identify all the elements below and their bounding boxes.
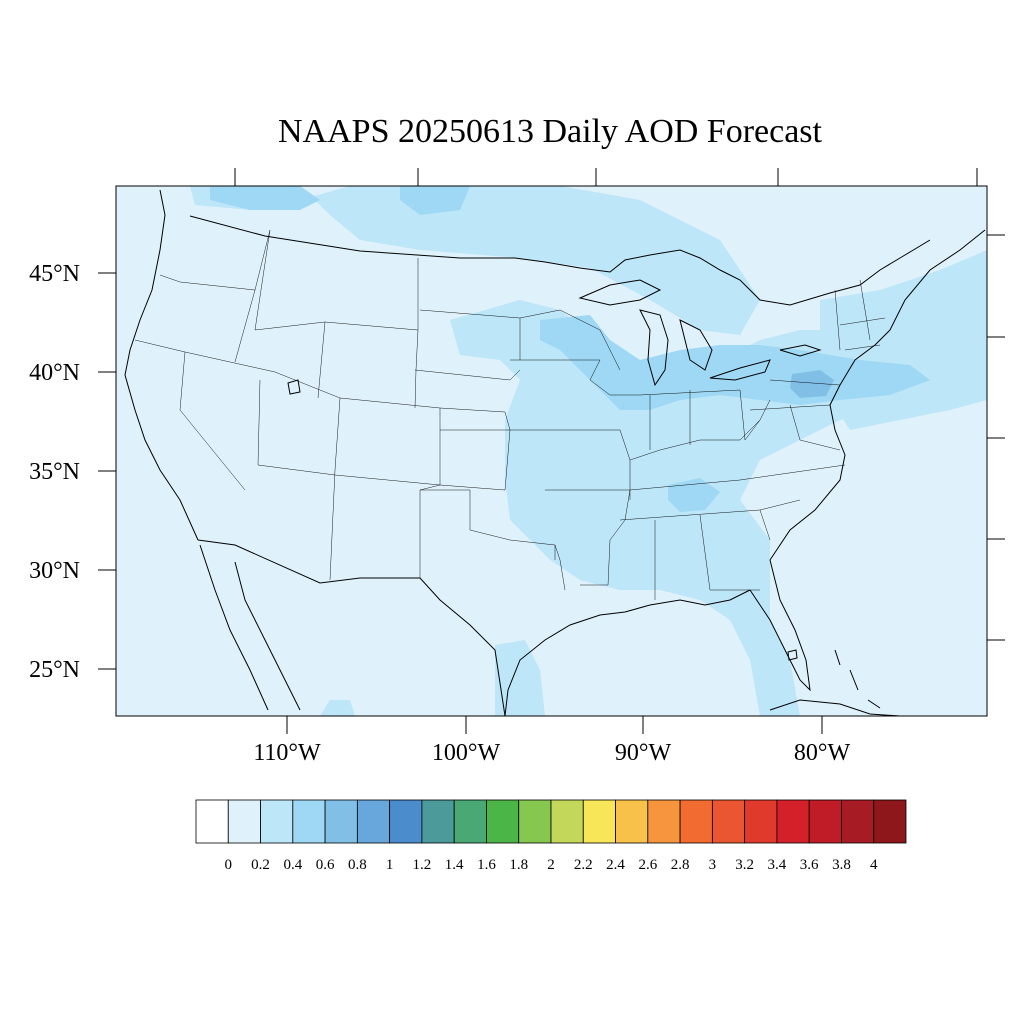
colorbar-swatch (486, 799, 520, 844)
colorbar-swatch (292, 799, 326, 844)
lake-ontario (779, 344, 822, 357)
colorbar-label: 2.6 (638, 857, 657, 873)
lat-label: 30°N (29, 558, 80, 584)
map-frame (115, 185, 988, 717)
lake-erie (709, 359, 771, 381)
colorbar-swatch (389, 799, 423, 844)
colorbar-label: 2 (547, 857, 555, 873)
colorbar-label: 2.4 (606, 857, 625, 873)
aod-field (190, 186, 987, 716)
colorbar-label: 2.8 (671, 857, 690, 873)
lat-label: 40°N (29, 360, 80, 386)
colorbar-label: 3.6 (800, 857, 819, 873)
colorbar-swatch (647, 799, 681, 844)
aod-band-lake-michigan-ohio (540, 315, 930, 410)
colorbar-swatch (808, 799, 842, 844)
colorbar-label: 4 (870, 857, 878, 873)
canada-border (189, 215, 931, 306)
colorbar-label: 1.4 (445, 857, 464, 873)
colorbar-swatch (776, 799, 810, 844)
colorbar-swatch (841, 799, 875, 844)
lake-superior (578, 279, 662, 306)
colorbar-label: 1.8 (509, 857, 528, 873)
map-panel (115, 185, 988, 717)
state-lines (134, 229, 886, 600)
colorbar-swatch (518, 799, 552, 844)
gulf-coast (504, 589, 751, 716)
cuba (769, 699, 901, 716)
colorbar-label: 3.8 (832, 857, 851, 873)
colorbar-swatch (582, 799, 616, 844)
colorbar-label: 1.2 (413, 857, 432, 873)
colorbar-swatch (550, 799, 584, 844)
colorbar-swatch (227, 799, 261, 844)
boundaries (124, 189, 986, 716)
colorbar-label: 3.2 (735, 857, 754, 873)
colorbar-swatch (615, 799, 649, 844)
aod-band-northern-plains (400, 186, 470, 215)
aod-band-pennsylvania (790, 370, 834, 398)
colorbar-swatch (711, 799, 746, 844)
colorbar-swatch (744, 799, 778, 844)
aod-band-north-canada (190, 186, 760, 335)
lat-label: 35°N (29, 459, 80, 485)
aod-band-lake-superior (610, 230, 760, 320)
west-coast (124, 189, 199, 541)
florida (749, 559, 811, 692)
tick-marks (98, 168, 1005, 734)
aod-band-tennessee (668, 478, 720, 512)
colorbar-label: 3 (709, 857, 717, 873)
lat-label: 45°N (29, 261, 80, 287)
colorbar-swatch (324, 799, 358, 844)
lake-huron (679, 319, 713, 371)
aod-band-upper-midwest (210, 186, 320, 210)
colorbar-label: 0.2 (251, 857, 270, 873)
lake-michigan (639, 309, 669, 387)
colorbar: 0 0.2 0.4 0.6 0.8 1 1.2 1.4 1.6 1.8 2 2.2 2.4 2.6 2.8 3… (195, 799, 907, 873)
colorbar-label: 0.8 (348, 857, 367, 873)
longitude-labels: 110°W 100°W 90°W 80°W (253, 740, 850, 766)
colorbar-swatch (453, 799, 487, 844)
baja-east (234, 561, 301, 711)
colorbar-swatch (195, 799, 229, 844)
lon-label: 80°W (794, 740, 851, 766)
map-title: NAAPS 20250613 Daily AOD Forecast (278, 113, 823, 150)
baja (199, 544, 269, 711)
colorbar-swatch (873, 799, 907, 844)
great-salt-lake (287, 379, 301, 395)
lon-label: 110°W (253, 740, 321, 766)
colorbar-label: 1.6 (477, 857, 496, 873)
colorbar-swatch (421, 799, 455, 844)
lat-label: 25°N (29, 657, 80, 683)
colorbar-swatch (679, 799, 713, 844)
bahamas (834, 649, 881, 709)
colorbar-label: 0.6 (316, 857, 335, 873)
lake-okeechobee (787, 649, 798, 661)
colorbar-label: 1 (386, 857, 394, 873)
colorbar-label: 0 (225, 857, 233, 873)
colorbar-label: 3.4 (768, 857, 787, 873)
aod-band-gulf-south (320, 700, 355, 716)
colorbar-label: 0.4 (283, 857, 302, 873)
latitude-labels: 45°N 40°N 35°N 30°N 25°N (29, 261, 80, 683)
colorbar-swatch (260, 799, 294, 844)
colorbar-swatch (356, 799, 391, 844)
colorbar-label: 2.2 (574, 857, 593, 873)
lon-label: 100°W (432, 740, 501, 766)
lon-label: 90°W (615, 740, 672, 766)
